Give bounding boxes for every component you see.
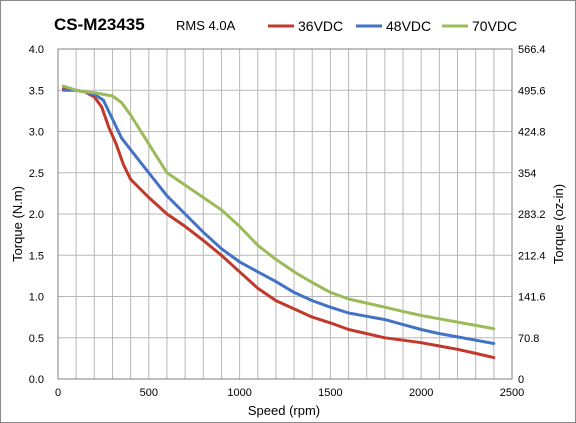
- y-axis-label: Torque (N.m): [10, 186, 25, 262]
- series-line-48vdc: [61, 88, 496, 345]
- y-tick-label: 3.5: [29, 85, 44, 97]
- plot-border: [57, 48, 513, 380]
- y2-tick-label: 424.8: [518, 127, 546, 139]
- y2-tick-label: 283.2: [518, 209, 546, 221]
- legend-label-36vdc: 36VDC: [298, 18, 343, 34]
- y2-tick-label: 0: [518, 374, 524, 386]
- y2-tick-label: 70.8: [518, 333, 539, 345]
- y2-tick-label: 212.4: [518, 250, 546, 262]
- legend: 36VDC 48VDC 70VDC: [268, 18, 517, 34]
- legend-label-48vdc: 48VDC: [386, 18, 431, 34]
- y2-tick-label: 354: [518, 168, 536, 180]
- y-tick-label: 4.0: [29, 44, 44, 56]
- legend-label-70vdc: 70VDC: [472, 18, 517, 34]
- chart-subtitle: RMS 4.0A: [176, 18, 236, 33]
- x-tick-label: 1500: [318, 387, 342, 399]
- y-tick-label: 3.0: [29, 127, 44, 139]
- ticks-layer: 0 500 1000 1500 2000 2500 0.0 0.5 1.0 1.5 2.0 2.5 3.…: [29, 44, 546, 399]
- y-tick-label: 1.0: [29, 292, 44, 304]
- x-axis-label: Speed (rpm): [248, 403, 320, 418]
- series-line-36vdc: [61, 87, 496, 360]
- y2-tick-label: 495.6: [518, 85, 546, 97]
- x-tick-label: 0: [55, 387, 61, 399]
- y-tick-label: 0.0: [29, 374, 44, 386]
- x-tick-label: 2500: [500, 387, 524, 399]
- series-line-70vdc: [61, 84, 496, 331]
- grid: [58, 49, 512, 379]
- y2-tick-label: 141.6: [518, 292, 546, 304]
- y-tick-label: 1.5: [29, 250, 44, 262]
- series-layer: [61, 84, 496, 360]
- y-tick-label: 0.5: [29, 333, 44, 345]
- x-tick-label: 2000: [409, 387, 433, 399]
- y2-tick-label: 566.4: [518, 44, 546, 56]
- y-tick-label: 2.0: [29, 209, 44, 221]
- y-tick-label: 2.5: [29, 168, 44, 180]
- x-tick-label: 500: [140, 387, 158, 399]
- y2-axis-label: Torque (oz-in): [551, 184, 566, 264]
- x-tick-label: 1000: [227, 387, 251, 399]
- chart-title: CS-M23435: [54, 15, 145, 34]
